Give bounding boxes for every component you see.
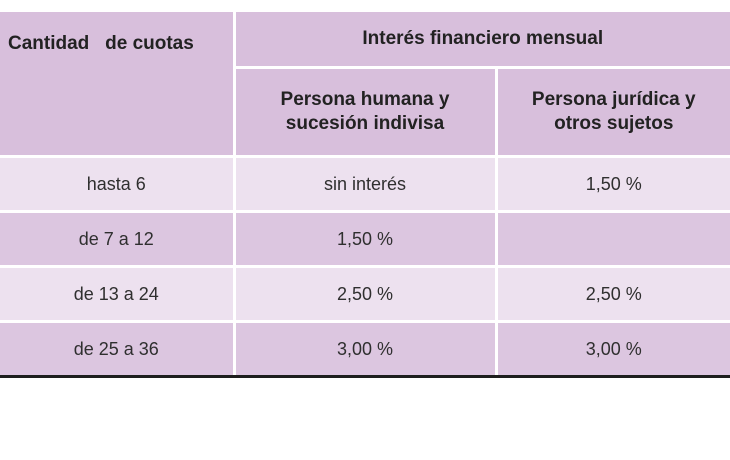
legal-person-column-header: Persona jurídica y otros sujetos bbox=[494, 67, 730, 157]
table-row: de 13 a 24 2,50 % 2,50 % bbox=[0, 265, 730, 322]
interest-group-header: Interés financiero mensual bbox=[232, 12, 730, 69]
table-row: de 25 a 36 3,00 % 3,00 % bbox=[0, 320, 730, 375]
interest-rate-table: Cantidad de cuotas Interés financiero me… bbox=[0, 12, 730, 375]
human-header-line1: Persona humana y bbox=[280, 89, 450, 110]
human-rate-cell: 2,50 % bbox=[232, 265, 496, 322]
legal-header-line2: otros sujetos bbox=[554, 113, 674, 134]
human-rate-cell: 1,50 % bbox=[232, 210, 496, 267]
human-person-column-header: Persona humana y sucesión indivisa bbox=[232, 67, 496, 157]
quantity-column-header: Cantidad de cuotas bbox=[0, 12, 234, 157]
table-header: Cantidad de cuotas Interés financiero me… bbox=[0, 12, 730, 157]
table-body: hasta 6 sin interés 1,50 % de 7 a 12 1,5… bbox=[0, 155, 730, 375]
legal-rate-cell: 3,00 % bbox=[494, 320, 730, 375]
human-rate-cell: sin interés bbox=[232, 155, 496, 212]
legal-header-line1: Persona jurídica y bbox=[531, 89, 696, 110]
human-rate-cell: 3,00 % bbox=[232, 320, 496, 375]
interest-table-container: Cantidad de cuotas Interés financiero me… bbox=[0, 12, 730, 378]
legal-rate-cell bbox=[494, 210, 730, 267]
human-header-line2: sucesión indivisa bbox=[285, 113, 445, 134]
table-row: de 7 a 12 1,50 % bbox=[0, 210, 730, 267]
cuotas-cell: hasta 6 bbox=[0, 155, 234, 212]
cuotas-cell: de 7 a 12 bbox=[0, 210, 234, 267]
table-row: hasta 6 sin interés 1,50 % bbox=[0, 155, 730, 212]
legal-rate-cell: 1,50 % bbox=[494, 155, 730, 212]
cuotas-cell: de 25 a 36 bbox=[0, 320, 234, 375]
legal-rate-cell: 2,50 % bbox=[494, 265, 730, 322]
cuotas-cell: de 13 a 24 bbox=[0, 265, 234, 322]
